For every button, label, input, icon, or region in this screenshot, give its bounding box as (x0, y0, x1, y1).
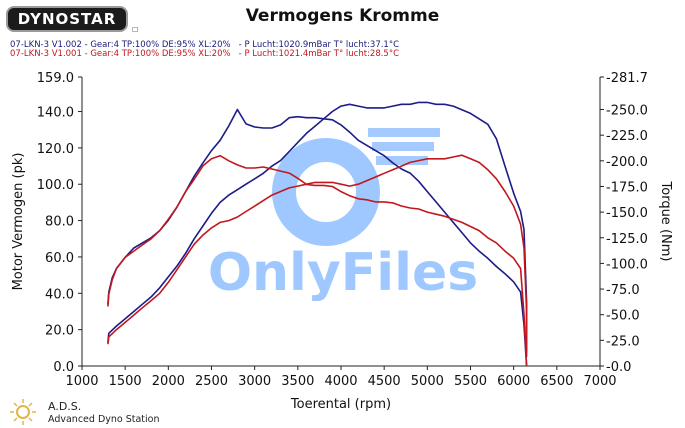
checkbox-icon[interactable]: ☐ (132, 26, 139, 34)
y-tick-label: 60.0 (45, 251, 74, 266)
y-tick-label: 120.0 (37, 142, 74, 157)
x-tick-label: 2500 (195, 374, 228, 389)
y2-tick-label: -125.0 (606, 232, 648, 247)
ads-subtitle: Advanced Dyno Station (48, 414, 160, 425)
x-tick-label: 2000 (152, 374, 185, 389)
y-tick-label: 140.0 (37, 106, 74, 121)
plot-area: 1000 1500 2000 2500 3000 3500 4000 4500 5000 5500… (11, 71, 673, 412)
watermark: OnlyFiles (208, 128, 478, 303)
watermark-text: OnlyFiles (208, 243, 478, 303)
ads-title: A.D.S. (48, 400, 82, 413)
y2-tick-label: -100.0 (606, 257, 648, 272)
x-tick-label: 4000 (324, 374, 357, 389)
run-info-blue: 07-LKN-3 V1.002 - Gear:4 TP:100% DE:95% … (10, 40, 400, 50)
chart-title: Vermogens Kromme (245, 6, 440, 26)
run-info-red: 07-LKN-3 V1.001 - Gear:4 TP:100% DE:95% … (10, 49, 400, 59)
y2-tick-label: -75.0 (606, 283, 640, 298)
x-tick-label: 3000 (238, 374, 271, 389)
y2-axis-title: Torque (Nm) (658, 181, 673, 262)
x-tick-label: 5000 (411, 374, 444, 389)
y2-tick-label: -200.0 (606, 155, 648, 170)
y-tick-label: 0.0 (53, 360, 74, 375)
x-tick-label: 4500 (368, 374, 401, 389)
y2-tick-label: -25.0 (606, 334, 640, 349)
x-tick-label: 6500 (540, 374, 573, 389)
watermark-ring (272, 138, 380, 246)
ads-sun-icon (10, 399, 36, 425)
y-tick-label: 159.0 (37, 71, 74, 86)
series-line-red-power (107, 154, 528, 357)
y2-tick-label: -175.0 (606, 180, 648, 195)
x-tick-label: 5500 (454, 374, 487, 389)
x-tick-label: 3500 (281, 374, 314, 389)
x-tick-label: 1500 (109, 374, 142, 389)
y2-tick-label: -250.0 (606, 104, 648, 119)
x-axis-title: Toerental (rpm) (290, 397, 391, 412)
logo-text: DYNOSTAR (17, 10, 117, 28)
watermark-stripe (372, 142, 434, 151)
y2-tick-label: -281.7 (606, 71, 648, 86)
y2-tick-label: -150.0 (606, 206, 648, 221)
series-line-red-torque (107, 154, 528, 367)
y2-tick-label: -0.0 (606, 360, 631, 375)
y-tick-label: 80.0 (45, 215, 74, 230)
dynostar-logo: DYNOSTAR (6, 6, 128, 32)
x-tick-label: 6000 (497, 374, 530, 389)
y-tick-label: 100.0 (37, 178, 74, 193)
y2-tick-label: -225.0 (606, 129, 648, 144)
y-tick-label: 40.0 (45, 287, 74, 302)
y-axis-title: Motor Vermogen (pk) (11, 153, 26, 291)
y2-tick-label: -50.0 (606, 309, 640, 324)
x-tick-label: 7000 (583, 374, 616, 389)
watermark-stripe (376, 156, 428, 165)
watermark-stripe (368, 128, 440, 137)
y-tick-label: 20.0 (45, 324, 74, 339)
x-tick-label: 1000 (65, 374, 98, 389)
